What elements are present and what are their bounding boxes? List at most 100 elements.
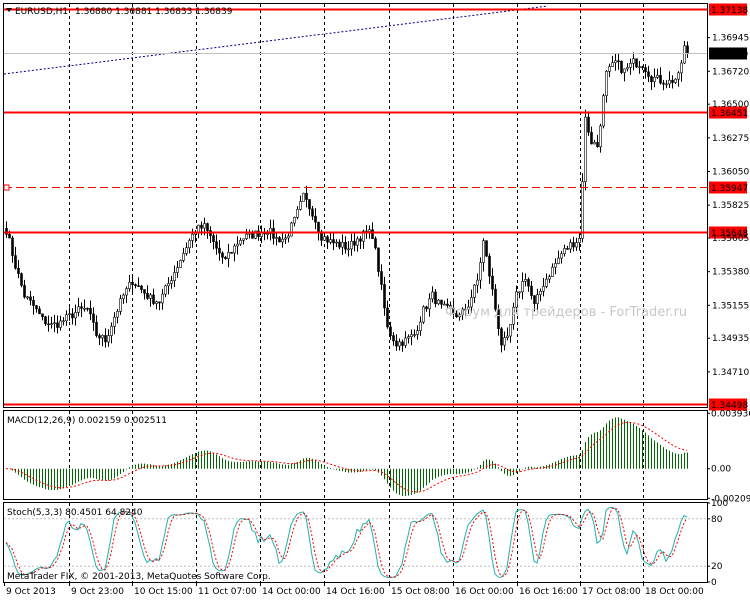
price-tick-label: 1.36500 bbox=[712, 100, 749, 110]
candle-body bbox=[341, 242, 344, 248]
ohlc-readout: 1.36880 1.36881 1.36833 1.36839 bbox=[75, 7, 233, 17]
copyright-text: MetaTrader FIX, © 2001-2013, MetaQuotes … bbox=[7, 572, 271, 582]
candle-body bbox=[206, 223, 209, 231]
candle-body bbox=[86, 307, 89, 310]
macd-pane-frame bbox=[3, 410, 708, 500]
price-tick-label: 1.36945 bbox=[712, 34, 749, 44]
candle-body bbox=[632, 58, 635, 64]
watermark: Форум для трейдеров - ForTrader.ru bbox=[445, 305, 687, 320]
macd-tick-label: -0.002099 bbox=[711, 494, 750, 504]
candle-body bbox=[518, 291, 521, 294]
candle-body bbox=[644, 67, 647, 73]
candle-body bbox=[668, 79, 671, 85]
candle-body bbox=[395, 340, 398, 347]
candle-body bbox=[443, 303, 446, 306]
candle-body bbox=[599, 125, 602, 147]
candle-body bbox=[113, 316, 116, 327]
candle-body bbox=[380, 271, 383, 285]
candle-body bbox=[191, 233, 194, 241]
candle-body bbox=[152, 294, 155, 304]
candle-body bbox=[98, 335, 101, 339]
price-tick-label: 1.35380 bbox=[712, 268, 749, 278]
candle-body bbox=[662, 82, 665, 85]
candle-body bbox=[83, 307, 86, 310]
candle-body bbox=[131, 281, 134, 285]
candle-body bbox=[80, 306, 83, 309]
stoch-label: Stoch(5,3,3) 80.4501 64.8240 bbox=[7, 508, 143, 518]
candle-body bbox=[467, 306, 470, 310]
candle-body bbox=[317, 221, 320, 232]
candle-body bbox=[38, 308, 41, 315]
candle-body bbox=[563, 248, 566, 254]
stoch-tick-label: 100 bbox=[711, 499, 728, 509]
candle-body bbox=[446, 303, 449, 306]
candle-body bbox=[149, 294, 152, 299]
candle-body bbox=[617, 60, 620, 62]
candle-body bbox=[293, 217, 296, 224]
candle-body bbox=[11, 237, 14, 256]
candle-body bbox=[566, 248, 569, 250]
current-price-tag bbox=[709, 47, 747, 60]
candle-body bbox=[53, 322, 56, 325]
candle-body bbox=[545, 278, 548, 287]
level-price-tag bbox=[709, 226, 747, 239]
candle-body bbox=[167, 283, 170, 287]
candle-body bbox=[455, 312, 458, 318]
candle-body bbox=[332, 239, 335, 244]
price-pane-frame bbox=[3, 3, 708, 408]
candle-body bbox=[158, 301, 161, 304]
candle-body bbox=[575, 242, 578, 248]
candle-body bbox=[275, 237, 278, 239]
candle-body bbox=[104, 335, 107, 343]
candle-body bbox=[407, 336, 410, 339]
candle-body bbox=[383, 284, 386, 309]
candle-body bbox=[416, 330, 419, 335]
candle-body bbox=[464, 308, 467, 311]
candle-body bbox=[344, 242, 347, 250]
candle-body bbox=[647, 71, 650, 77]
candle-body bbox=[236, 243, 239, 247]
candle-body bbox=[422, 306, 425, 323]
candle-body bbox=[557, 257, 560, 264]
candle-body bbox=[32, 299, 35, 306]
candle-body bbox=[431, 291, 434, 300]
candle-body bbox=[89, 308, 92, 315]
candle-body bbox=[233, 245, 236, 254]
time-tick-label: 10 Oct 15:00 bbox=[134, 587, 193, 597]
time-tick-label: 9 Oct 23:00 bbox=[71, 587, 124, 597]
candle-body bbox=[686, 45, 689, 54]
candle-body bbox=[656, 74, 659, 78]
price-tick-label: 1.35605 bbox=[712, 234, 749, 244]
candle-body bbox=[491, 275, 494, 290]
candle-body bbox=[5, 228, 8, 235]
candle-body bbox=[110, 326, 113, 336]
candle-body bbox=[461, 308, 464, 315]
candle-body bbox=[92, 313, 95, 323]
candle-body bbox=[134, 284, 137, 286]
candle-body bbox=[8, 233, 11, 239]
candle-body bbox=[59, 320, 62, 328]
candle-body bbox=[197, 224, 200, 233]
candle-body bbox=[107, 335, 110, 343]
macd-tick-label: 0.00 bbox=[711, 465, 731, 475]
candle-body bbox=[623, 68, 626, 73]
level-price-label: 1.37138 bbox=[711, 6, 748, 16]
candle-body bbox=[119, 298, 122, 312]
candle-body bbox=[77, 306, 80, 313]
horizontal-levels: 1.37138 1.36451 1.35947 1.35648 1.34498 bbox=[3, 3, 748, 411]
time-tick-label: 14 Oct 00:00 bbox=[262, 587, 321, 597]
candle-body bbox=[188, 240, 191, 249]
candle-body bbox=[224, 256, 227, 259]
candle-body bbox=[50, 323, 53, 325]
candle-body bbox=[287, 235, 290, 239]
candle-body bbox=[530, 285, 533, 296]
candle-body bbox=[377, 247, 380, 272]
candle-body bbox=[629, 62, 632, 68]
candle-body bbox=[311, 208, 314, 217]
time-tick-label: 14 Oct 16:00 bbox=[326, 587, 385, 597]
dropdown-triangle-icon[interactable] bbox=[6, 8, 12, 12]
level-price-label: 1.34498 bbox=[711, 401, 748, 411]
candle-body bbox=[389, 326, 392, 336]
candle-body bbox=[326, 236, 329, 243]
